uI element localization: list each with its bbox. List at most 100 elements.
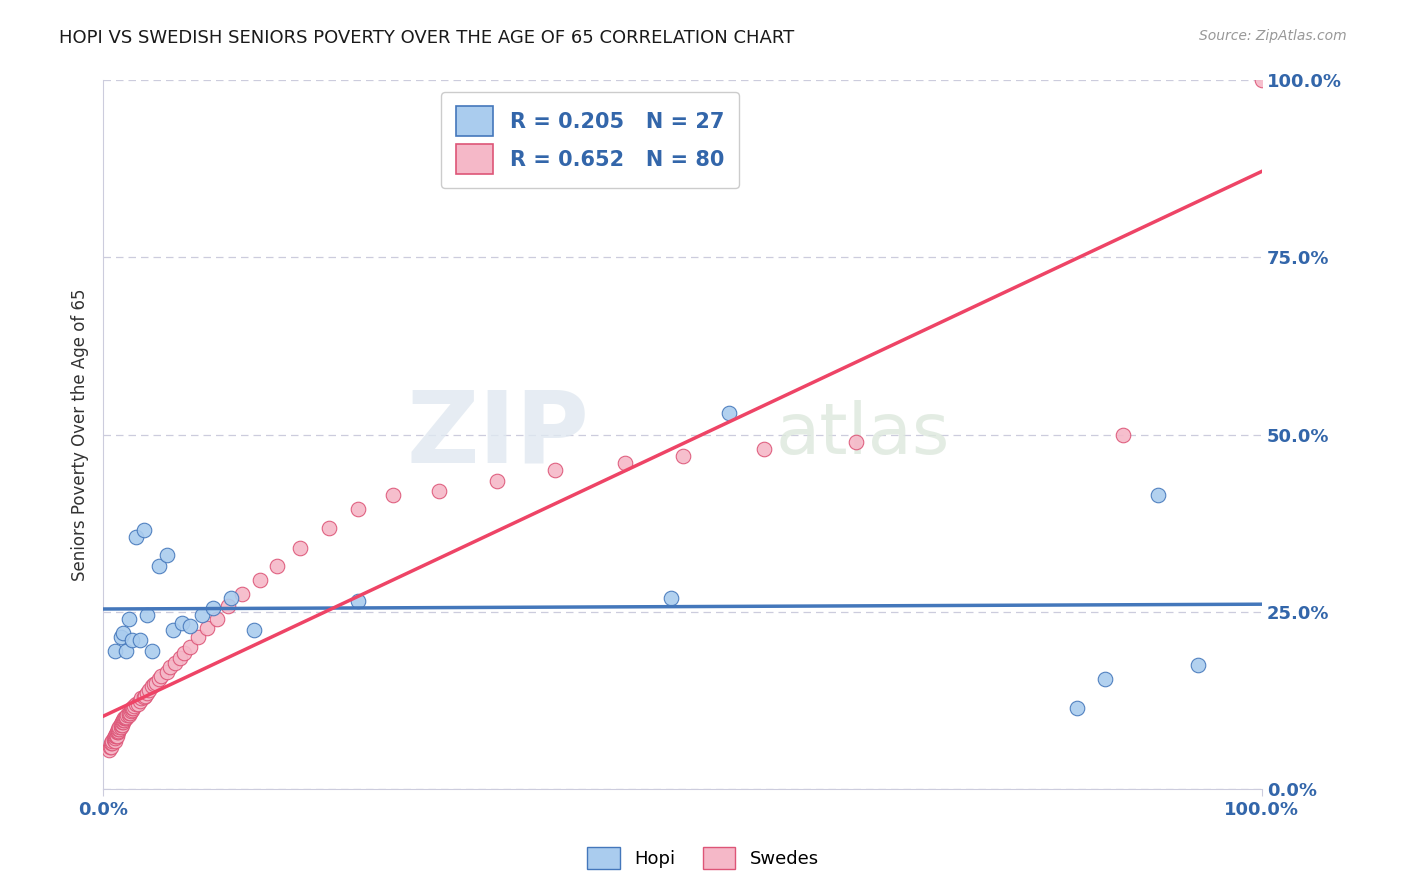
Point	[162, 623, 184, 637]
Point	[205, 612, 228, 626]
Point	[111, 626, 134, 640]
Point	[104, 734, 127, 748]
Point	[1251, 73, 1274, 87]
Point	[1146, 488, 1168, 502]
Text: atlas: atlas	[775, 401, 949, 469]
Point	[107, 724, 129, 739]
Point	[141, 679, 163, 693]
Point	[717, 406, 740, 420]
Point	[124, 697, 146, 711]
Point	[659, 591, 682, 605]
Point	[288, 541, 311, 555]
Point	[671, 449, 693, 463]
Point	[242, 623, 264, 637]
Point	[117, 612, 139, 626]
Point	[122, 700, 145, 714]
Text: ZIP: ZIP	[406, 386, 591, 483]
Point	[120, 704, 142, 718]
Point	[108, 720, 131, 734]
Point	[121, 633, 143, 648]
Point	[143, 677, 166, 691]
Point	[141, 644, 163, 658]
Point	[98, 739, 121, 754]
Point	[103, 731, 125, 746]
Point	[114, 711, 136, 725]
Point	[132, 690, 155, 704]
Y-axis label: Seniors Poverty Over the Age of 65: Seniors Poverty Over the Age of 65	[72, 288, 89, 581]
Point	[104, 729, 127, 743]
Point	[173, 646, 195, 660]
Point	[150, 669, 173, 683]
Point	[104, 644, 127, 658]
Point	[163, 656, 186, 670]
Point	[101, 734, 124, 748]
Point	[112, 711, 135, 725]
Point	[117, 707, 139, 722]
Point	[318, 521, 340, 535]
Point	[104, 729, 127, 743]
Point	[231, 587, 253, 601]
Point	[131, 691, 153, 706]
Point	[111, 714, 134, 729]
Point	[486, 474, 509, 488]
Point	[108, 722, 131, 736]
Point	[97, 743, 120, 757]
Point	[110, 630, 132, 644]
Point	[117, 707, 139, 722]
Point	[156, 548, 179, 562]
Point	[1112, 427, 1135, 442]
Point	[100, 739, 122, 754]
Point	[107, 722, 129, 736]
Point	[219, 591, 242, 605]
Point	[124, 531, 146, 545]
Point	[752, 442, 775, 456]
Point	[107, 725, 129, 739]
Point	[104, 727, 127, 741]
Point	[427, 484, 450, 499]
Point	[138, 682, 160, 697]
Point	[544, 463, 567, 477]
Point	[170, 615, 193, 630]
Point	[1094, 673, 1116, 687]
Point	[197, 620, 219, 634]
Point	[202, 601, 225, 615]
Point	[347, 594, 370, 608]
Point	[156, 665, 179, 680]
Point	[118, 706, 141, 720]
Point	[110, 717, 132, 731]
Point	[115, 644, 138, 658]
Point	[613, 456, 636, 470]
Point	[217, 599, 239, 614]
Legend: Hopi, Swedes: Hopi, Swedes	[581, 839, 825, 876]
Point	[110, 718, 132, 732]
Point	[129, 633, 152, 648]
Legend: R = 0.205   N = 27, R = 0.652   N = 80: R = 0.205 N = 27, R = 0.652 N = 80	[441, 92, 738, 188]
Point	[103, 732, 125, 747]
Point	[121, 700, 143, 714]
Point	[121, 703, 143, 717]
Text: Source: ZipAtlas.com: Source: ZipAtlas.com	[1199, 29, 1347, 44]
Point	[381, 488, 404, 502]
Point	[104, 731, 127, 746]
Point	[1066, 700, 1088, 714]
Point	[190, 608, 212, 623]
Point	[145, 676, 167, 690]
Point	[111, 714, 134, 729]
Point	[105, 725, 128, 739]
Point	[117, 706, 139, 720]
Point	[129, 693, 152, 707]
Point	[179, 640, 201, 655]
Point	[266, 558, 288, 573]
Point	[100, 736, 122, 750]
Text: HOPI VS SWEDISH SENIORS POVERTY OVER THE AGE OF 65 CORRELATION CHART: HOPI VS SWEDISH SENIORS POVERTY OVER THE…	[59, 29, 794, 47]
Point	[112, 713, 135, 727]
Point	[134, 689, 156, 703]
Point	[159, 660, 181, 674]
Point	[169, 651, 191, 665]
Point	[187, 630, 209, 644]
Point	[136, 686, 159, 700]
Point	[115, 710, 138, 724]
Point	[105, 729, 128, 743]
Point	[347, 502, 370, 516]
Point	[148, 673, 170, 687]
